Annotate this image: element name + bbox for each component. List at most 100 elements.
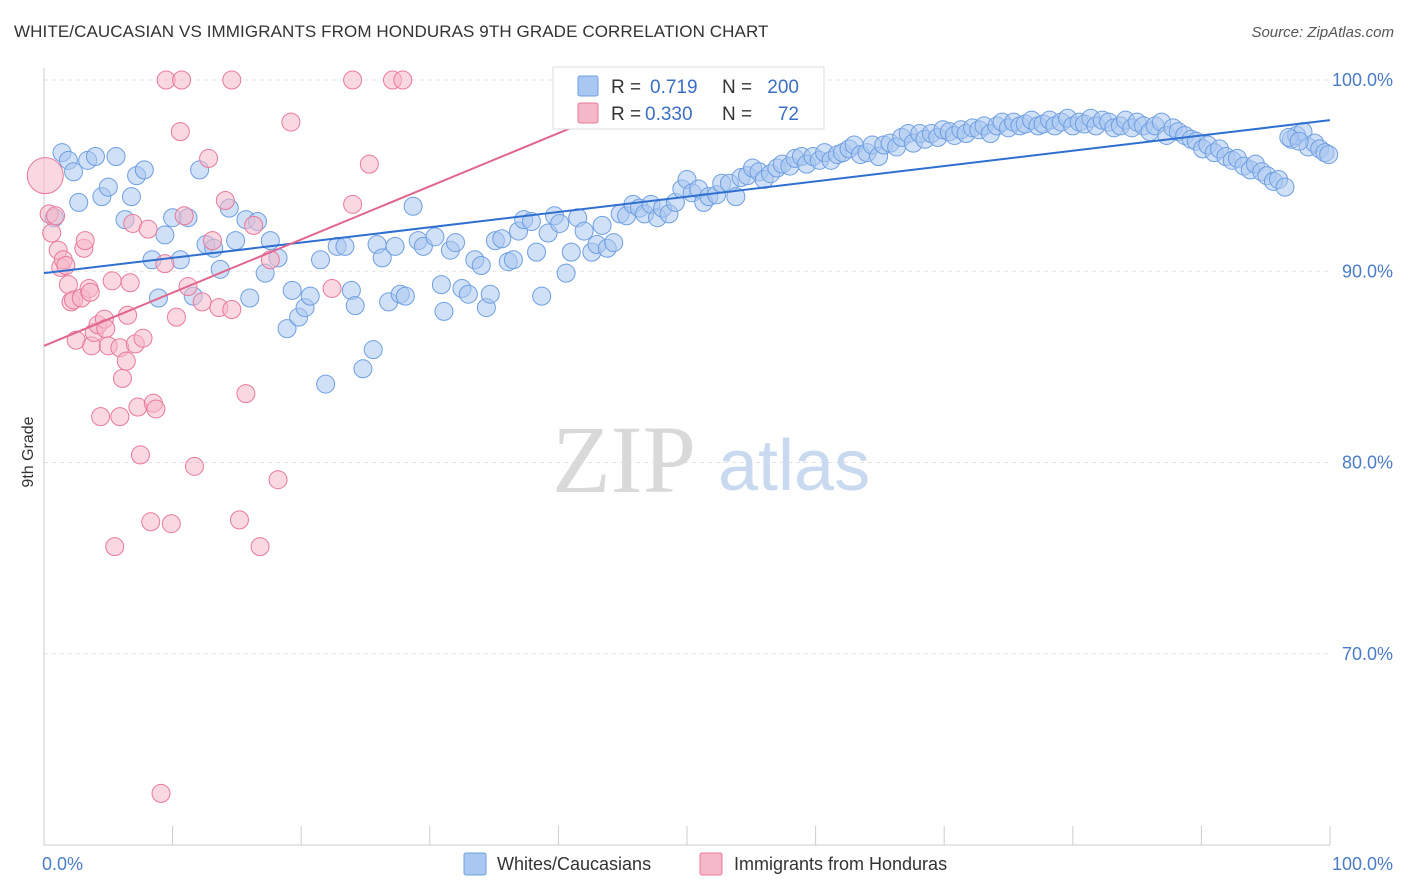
stats-legend-swatch-honduras: [577, 102, 599, 124]
data-point: [69, 192, 89, 212]
data-point: [359, 154, 379, 174]
stats-n-value-honduras: 72: [778, 104, 799, 125]
data-point: [64, 162, 84, 182]
data-point: [521, 212, 541, 232]
data-point: [434, 301, 454, 321]
data-point: [268, 470, 288, 490]
stats-r-value-whites: 0.719: [650, 77, 698, 98]
data-point: [592, 215, 612, 235]
y-tick-labels: 70.0% 80.0% 90.0% 100.0%: [1332, 70, 1393, 664]
data-point: [527, 242, 547, 262]
data-point: [112, 368, 132, 388]
data-point: [170, 122, 190, 142]
stats-n-value-whites: 200: [767, 77, 799, 98]
data-point: [363, 340, 383, 360]
data-point: [174, 206, 194, 226]
data-point: [458, 284, 478, 304]
legend-label-whites: Whites/Caucasians: [497, 854, 651, 874]
watermark-atlas: atlas: [718, 426, 870, 506]
data-point: [1275, 177, 1295, 197]
data-point: [604, 233, 624, 253]
data-point: [46, 206, 66, 226]
stats-n-label-honduras: N =: [722, 104, 752, 125]
watermark: ZIP atlas: [552, 406, 870, 513]
data-point: [75, 231, 95, 251]
data-point: [431, 275, 451, 295]
data-point: [146, 399, 166, 419]
data-point: [133, 328, 153, 348]
data-point: [403, 196, 423, 216]
data-point: [98, 177, 118, 197]
y-tick-label: 90.0%: [1342, 261, 1393, 281]
data-point: [561, 242, 581, 262]
data-point: [385, 236, 405, 256]
y-tick-label: 100.0%: [1332, 70, 1393, 90]
data-point: [85, 147, 105, 166]
data-point: [229, 510, 249, 530]
data-point: [110, 407, 130, 427]
data-point: [574, 221, 594, 241]
data-point: [184, 456, 204, 476]
data-point: [1319, 145, 1339, 165]
y-tick-label: 70.0%: [1342, 644, 1393, 664]
stats-legend: R = 0.719 N = 200 R = 0.330 N = 72: [552, 66, 825, 130]
data-point: [202, 231, 222, 251]
data-point: [138, 219, 158, 239]
data-point: [310, 250, 330, 270]
data-point: [166, 307, 186, 327]
data-point: [282, 280, 302, 300]
data-point: [425, 227, 445, 247]
data-point: [353, 359, 373, 379]
data-point: [80, 282, 100, 302]
source-credit: Source: ZipAtlas.com: [1251, 24, 1394, 41]
data-point: [106, 147, 126, 166]
data-point: [240, 288, 260, 308]
data-point: [556, 263, 576, 283]
data-point: [236, 384, 256, 404]
data-point: [345, 296, 365, 316]
data-point: [480, 284, 500, 304]
data-point: [335, 236, 355, 256]
data-point: [300, 286, 320, 306]
stats-legend-swatch-whites: [577, 75, 599, 97]
data-point: [116, 351, 136, 371]
x-tick-label-min: 0.0%: [42, 854, 83, 874]
data-point: [532, 286, 552, 306]
stats-r-label-whites: R =: [611, 77, 641, 98]
data-point: [130, 445, 150, 465]
data-point: [343, 70, 363, 90]
data-point: [250, 537, 270, 557]
series-whites-points: [44, 108, 1339, 394]
data-point: [215, 190, 235, 210]
legend-swatch-honduras: [699, 852, 723, 876]
data-point: [316, 374, 336, 394]
data-point: [134, 160, 154, 180]
data-point: [393, 70, 413, 90]
data-point: [1289, 131, 1309, 151]
data-point: [102, 271, 122, 291]
data-point: [395, 286, 415, 306]
data-point: [260, 250, 280, 270]
data-point: [161, 514, 181, 534]
x-ticks: [172, 826, 1331, 845]
data-point: [222, 300, 242, 319]
legend-label-honduras: Immigrants from Honduras: [734, 854, 947, 874]
stats-r-label-honduras: R =: [611, 104, 641, 125]
data-point: [503, 250, 523, 270]
watermark-zip: ZIP: [552, 406, 696, 513]
data-point: [277, 319, 297, 339]
y-axis-label: 9th Grade: [20, 416, 37, 487]
data-point: [121, 187, 141, 207]
trend-line-whites: [43, 119, 1331, 275]
data-point: [91, 407, 111, 427]
chart-title: WHITE/CAUCASIAN VS IMMIGRANTS FROM HONDU…: [14, 22, 769, 41]
data-point: [550, 213, 570, 233]
data-point: [105, 537, 125, 557]
data-point: [244, 215, 264, 235]
data-point: [222, 70, 242, 90]
data-point: [141, 512, 161, 532]
data-point: [199, 148, 219, 168]
data-point: [471, 256, 491, 276]
stats-n-label-whites: N =: [722, 77, 752, 98]
